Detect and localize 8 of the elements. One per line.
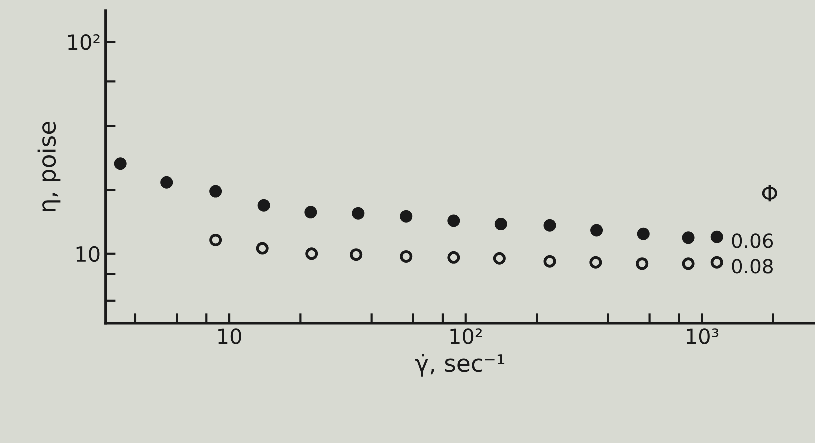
legend-title: Φ bbox=[762, 185, 778, 202]
series-label: 0.08 bbox=[732, 259, 773, 274]
y-axis-title: η, poise bbox=[38, 122, 61, 212]
series-label: 0.06 bbox=[732, 234, 774, 248]
x-tick-label: 10² bbox=[450, 328, 482, 344]
x-tick-label: 10³ bbox=[687, 328, 719, 344]
x-axis-title: γ̇, sec⁻¹ bbox=[415, 354, 505, 377]
x-tick-label: 10 bbox=[218, 328, 242, 344]
